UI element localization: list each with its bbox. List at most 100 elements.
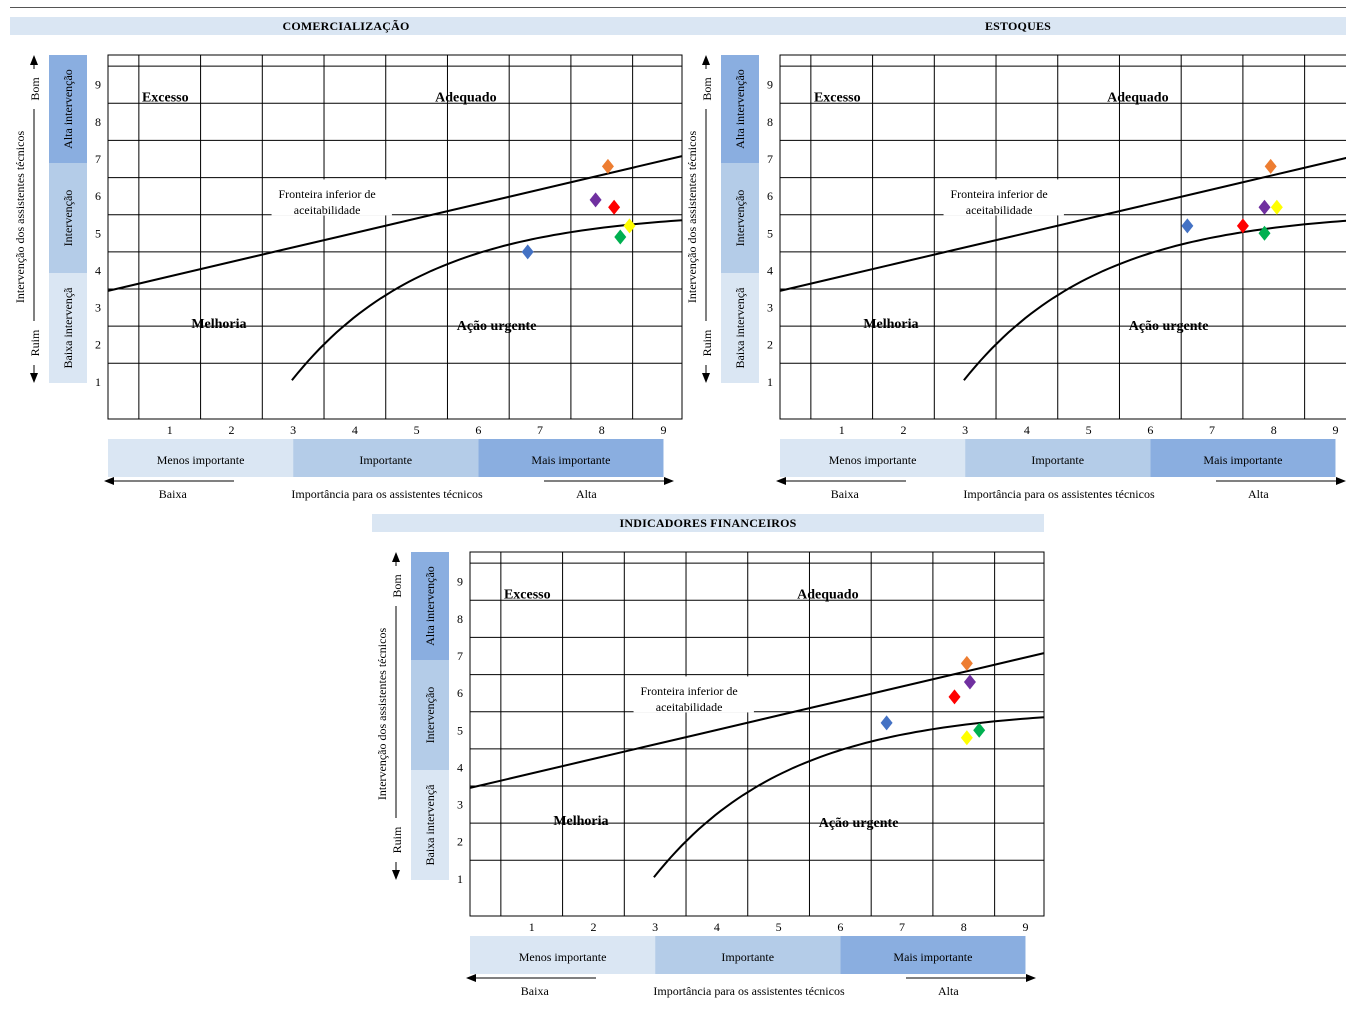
y-tick-label: 9 [457, 575, 463, 589]
y-good-label: Bom [28, 77, 42, 101]
region-label-improvement: Melhoria [191, 317, 246, 332]
boundary-label: Fronteira inferior de [278, 187, 375, 201]
x-tick-label: 8 [599, 423, 605, 437]
x-tick-label: 1 [529, 920, 535, 934]
intervention-band-label: Baixa intervençã [733, 287, 747, 369]
chart-svg: 1 2 3 4 5 6 7 8 9 1 2 3 4 5 6 7 8 9 Excesso Adequado Melhori… [10, 17, 682, 502]
x-tick-label: 5 [1086, 423, 1092, 437]
y-tick-label: 7 [457, 649, 463, 663]
y-tick-label: 6 [767, 189, 773, 203]
region-label-adequate: Adequado [1107, 90, 1168, 105]
y-tick-label: 8 [95, 115, 101, 129]
high-arrow-head [1026, 974, 1036, 982]
x-tick-label: 2 [590, 920, 596, 934]
y-tick-label: 6 [95, 189, 101, 203]
y-tick-label: 1 [767, 375, 773, 389]
x-high-label: Alta [938, 984, 959, 998]
y-tick-label: 7 [95, 152, 101, 166]
plot-area [780, 55, 1346, 419]
top-rule [10, 7, 1346, 8]
x-axis-title: Importância para os assistentes técnicos [291, 487, 483, 501]
y-tick-label: 2 [767, 338, 773, 352]
x-tick-label: 7 [1209, 423, 1215, 437]
panel-indicadores-financeiros: INDICADORES FINANCEIROS 1234567891234567… [372, 514, 1044, 1014]
importance-band-label: Mais importante [531, 453, 610, 467]
x-tick-label: 8 [961, 920, 967, 934]
y-tick-label: 9 [95, 78, 101, 92]
x-tick-label: 2 [900, 423, 906, 437]
x-tick-label: 4 [714, 920, 720, 934]
region-label-adequate: Adequado [435, 90, 496, 105]
y-good-label: Bom [700, 77, 714, 101]
x-tick-label: 9 [660, 423, 666, 437]
x-high-label: Alta [1248, 487, 1269, 501]
y-axis-title: Intervenção dos assistentes técnicos [13, 131, 27, 304]
x-tick-label: 5 [776, 920, 782, 934]
boundary-label: aceitabilidade [294, 203, 361, 217]
y-tick-label: 3 [767, 301, 773, 315]
y-tick-label: 7 [767, 152, 773, 166]
x-tick-label: 2 [228, 423, 234, 437]
x-tick-label: 3 [652, 920, 658, 934]
intervention-band-label: Alta intervenção [423, 566, 437, 646]
y-arrow-head-up [702, 55, 710, 65]
intervention-band-label: Intervenção [423, 687, 437, 744]
region-label-improvement: Melhoria [863, 317, 918, 332]
x-tick-label: 5 [414, 423, 420, 437]
plot-area [108, 55, 682, 419]
intervention-band-label: Alta intervenção [733, 69, 747, 149]
y-tick-label: 1 [95, 375, 101, 389]
y-tick-label: 5 [95, 226, 101, 240]
x-tick-label: 8 [1271, 423, 1277, 437]
y-bad-label: Ruim [28, 329, 42, 356]
region-label-excess: Excesso [142, 90, 189, 105]
y-tick-label: 8 [457, 612, 463, 626]
low-arrow-head [466, 974, 476, 982]
y-axis-title: Intervenção dos assistentes técnicos [685, 131, 699, 304]
high-arrow-head [1336, 477, 1346, 485]
intervention-band-label: Intervenção [61, 190, 75, 247]
x-low-label: Baixa [521, 984, 550, 998]
y-tick-label: 3 [95, 301, 101, 315]
x-tick-label: 7 [537, 423, 543, 437]
region-label-excess: Excesso [504, 587, 551, 602]
importance-band-label: Menos importante [157, 453, 245, 467]
y-tick-label: 4 [767, 263, 773, 277]
region-label-excess: Excesso [814, 90, 861, 105]
intervention-band-label: Baixa intervençã [61, 287, 75, 369]
x-low-label: Baixa [831, 487, 860, 501]
high-arrow-head [664, 477, 674, 485]
x-tick-label: 4 [1024, 423, 1030, 437]
x-tick-label: 9 [1022, 920, 1028, 934]
y-bad-label: Ruim [390, 826, 404, 853]
y-tick-label: 8 [767, 115, 773, 129]
plot-area [470, 552, 1044, 916]
region-label-urgent: Ação urgente [819, 816, 899, 831]
y-tick-label: 6 [457, 686, 463, 700]
boundary-label: aceitabilidade [656, 700, 723, 714]
x-axis-title: Importância para os assistentes técnicos [963, 487, 1155, 501]
y-bad-label: Ruim [700, 329, 714, 356]
region-label-adequate: Adequado [797, 587, 858, 602]
chart-svg: 1 2 3 4 5 6 7 8 9 1 2 3 4 5 6 7 8 9 Excesso Adequado Melhori… [682, 17, 1346, 502]
x-tick-label: 6 [837, 920, 843, 934]
x-tick-label: 6 [1147, 423, 1153, 437]
y-axis-title: Intervenção dos assistentes técnicos [375, 628, 389, 801]
region-label-improvement: Melhoria [553, 814, 608, 829]
y-arrow-head-down [702, 373, 710, 383]
low-arrow-head [104, 477, 114, 485]
y-tick-label: 3 [457, 798, 463, 812]
panel-estoques: ESTOQUES 1 2 3 4 5 6 7 8 9 1 2 3 4 5 6 7 8 9 Excesso Adequa… [682, 17, 1346, 517]
y-arrow-head-up [30, 55, 38, 65]
importance-band-label: Menos importante [829, 453, 917, 467]
intervention-band-label: Intervenção [733, 190, 747, 247]
boundary-label: Fronteira inferior de [950, 187, 1047, 201]
intervention-band-label: Baixa intervençã [423, 784, 437, 866]
y-tick-label: 4 [95, 263, 101, 277]
y-arrow-head-down [392, 870, 400, 880]
panel-comercializacao: COMERCIALIZAÇÃO 1 2 3 4 5 6 7 8 9 1 2 3 4 5 6 7 8 9 Excess… [10, 17, 682, 517]
region-label-urgent: Ação urgente [457, 319, 537, 334]
y-tick-label: 2 [457, 835, 463, 849]
y-tick-label: 1 [457, 872, 463, 886]
y-tick-label: 9 [767, 78, 773, 92]
